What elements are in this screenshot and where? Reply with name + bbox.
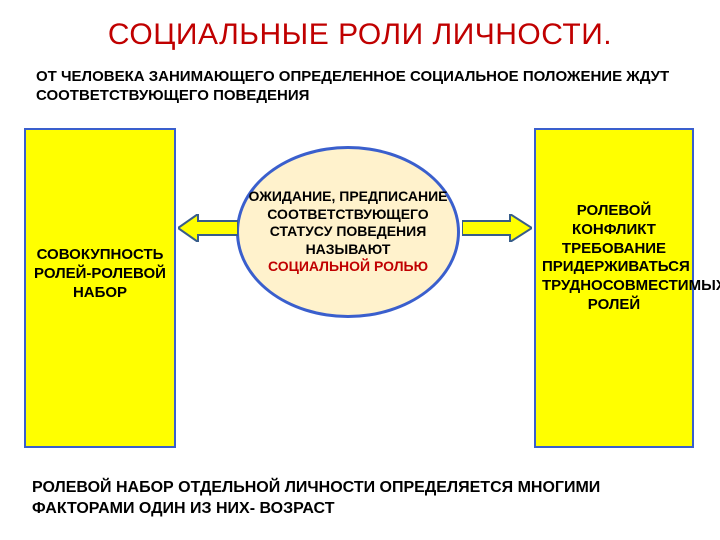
ellipse-text: ОЖИДАНИЕ, ПРЕДПИСАНИЕ СООТВЕТСТВУЮЩЕГО С… <box>236 188 460 276</box>
arrow-right <box>462 214 532 242</box>
slide-subtitle: ОТ ЧЕЛОВЕКА ЗАНИМАЮЩЕГО ОПРЕДЕЛЕННОЕ СОЦ… <box>36 68 684 106</box>
ellipse-line1: ОЖИДАНИЕ, ПРЕДПИСАНИЕ СООТВЕТСТВУЮЩЕГО С… <box>248 188 447 257</box>
right-box-text: РОЛЕВОЙ КОНФЛИКТ ТРЕБОВАНИЕ ПРИДЕРЖИВАТЬ… <box>542 202 686 315</box>
right-box: РОЛЕВОЙ КОНФЛИКТ ТРЕБОВАНИЕ ПРИДЕРЖИВАТЬ… <box>534 128 694 448</box>
arrow-right-svg <box>462 214 532 242</box>
left-box: СОВОКУПНОСТЬ РОЛЕЙ-РОЛЕВОЙ НАБОР <box>24 128 176 448</box>
bottom-text: РОЛЕВОЙ НАБОР ОТДЕЛЬНОЙ ЛИЧНОСТИ ОПРЕДЕЛ… <box>32 478 688 520</box>
arrow-left-poly <box>178 214 238 242</box>
left-box-text: СОВОКУПНОСТЬ РОЛЕЙ-РОЛЕВОЙ НАБОР <box>32 246 168 302</box>
arrow-left-svg <box>178 214 238 242</box>
ellipse-line2: СОЦИАЛЬНОЙ РОЛЬЮ <box>268 258 428 274</box>
slide-title: СОЦИАЛЬНЫЕ РОЛИ ЛИЧНОСТИ. <box>0 18 720 52</box>
arrow-left <box>178 214 238 242</box>
center-ellipse: ОЖИДАНИЕ, ПРЕДПИСАНИЕ СООТВЕТСТВУЮЩЕГО С… <box>236 146 460 318</box>
arrow-right-poly <box>462 214 532 242</box>
